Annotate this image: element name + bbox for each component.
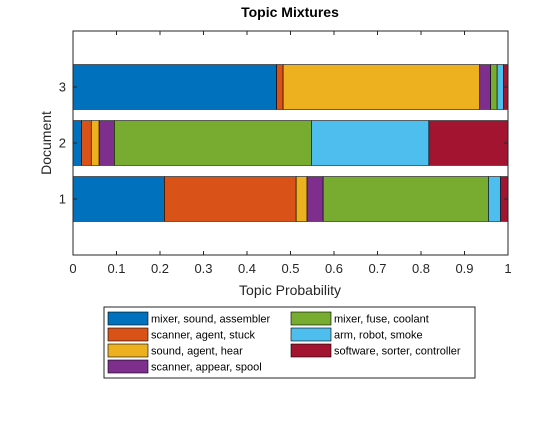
legend-swatch xyxy=(107,311,149,326)
legend-frame xyxy=(103,306,476,379)
y-tick-label: 2 xyxy=(59,136,66,151)
bar-doc2-topic3 xyxy=(90,120,100,166)
legend: mixer, sound, assembler scanner, agent, s… xyxy=(103,306,476,379)
x-tick-label: 0.9 xyxy=(455,261,473,276)
legend-label: sound, agent, hear xyxy=(151,346,243,358)
bar-doc1-topic2 xyxy=(164,176,297,222)
bar-doc2-topic2 xyxy=(81,120,92,166)
legend-swatch xyxy=(290,327,332,342)
legend-items: mixer, sound, assembler scanner, agent, s… xyxy=(107,311,461,374)
x-tick-label: 1 xyxy=(504,261,511,276)
bar-doc3-topic3 xyxy=(282,64,481,110)
bar-doc3-topic5 xyxy=(490,64,498,110)
bar-doc1-topic6 xyxy=(488,176,501,222)
bar-doc3-topic6 xyxy=(496,64,504,110)
x-axis-label: Topic Probability xyxy=(239,282,341,298)
x-tick-label: 0.4 xyxy=(238,261,256,276)
legend-label: arm, robot, smoke xyxy=(334,330,423,342)
bar-doc1-topic5 xyxy=(322,176,489,222)
x-tick-label: 0.5 xyxy=(281,261,299,276)
legend-swatch xyxy=(107,343,149,358)
bar-doc3-topic2 xyxy=(276,64,284,110)
legend-label: mixer, fuse, coolant xyxy=(334,314,429,326)
x-tick-label: 0.8 xyxy=(412,261,430,276)
legend-label: software, sorter, controller xyxy=(334,346,461,358)
legend-swatch xyxy=(107,359,149,374)
bar-doc3-topic4 xyxy=(479,64,491,110)
x-tick-label: 0.6 xyxy=(325,261,343,276)
bar-doc1-topic4 xyxy=(306,176,324,222)
bar-doc1-topic3 xyxy=(295,176,308,222)
bar-doc3-topic1 xyxy=(72,64,277,110)
x-tick-label: 0.3 xyxy=(194,261,212,276)
legend-swatch xyxy=(290,311,332,326)
y-axis-label: Document xyxy=(38,111,54,175)
bar-doc2-topic5 xyxy=(114,120,312,166)
y-tick-label: 3 xyxy=(59,80,66,95)
bar-doc1-topic1 xyxy=(72,176,165,222)
legend-label: scanner, agent, stuck xyxy=(151,330,255,342)
x-axis: 0 0.1 0.2 0.3 0.4 0.5 0.6 0.7 0.8 0.9 1 xyxy=(69,31,512,276)
legend-swatch xyxy=(107,327,149,342)
x-tick-label: 0.7 xyxy=(368,261,386,276)
x-tick-label: 0.2 xyxy=(151,261,169,276)
bar-doc2-topic4 xyxy=(98,120,115,166)
chart-title: Topic Mixtures xyxy=(241,4,339,20)
legend-label: mixer, sound, assembler xyxy=(151,314,271,326)
bar-doc2-topic6 xyxy=(311,120,430,166)
y-axis: 1 2 3 xyxy=(59,80,508,207)
x-tick-label: 0.1 xyxy=(107,261,125,276)
legend-swatch xyxy=(290,343,332,358)
legend-label: scanner, appear, spool xyxy=(151,362,262,374)
bar-doc2-topic7 xyxy=(428,120,509,166)
y-tick-label: 1 xyxy=(59,192,66,207)
bars-layer xyxy=(72,64,509,222)
x-tick-label: 0 xyxy=(69,261,76,276)
